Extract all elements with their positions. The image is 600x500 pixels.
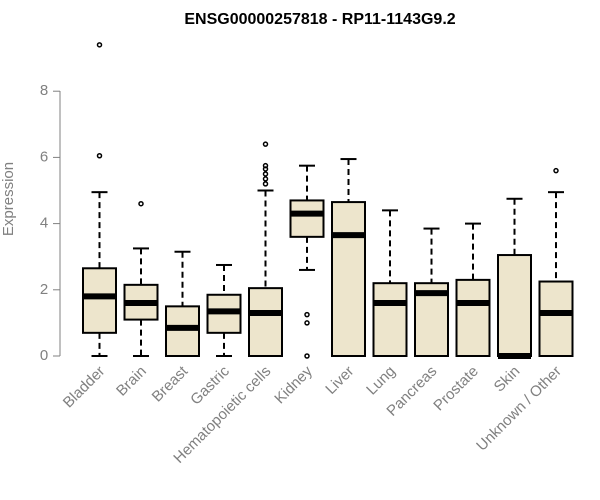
box-brain — [123, 200, 159, 357]
iqr-box — [538, 280, 574, 357]
outlier-point — [262, 181, 269, 187]
x-tick-label: Bladder — [60, 363, 109, 412]
x-tick-label: Breast — [149, 362, 192, 405]
y-axis: 0 2 4 6 8 — [40, 82, 60, 364]
x-tick-label: Skin — [491, 363, 524, 396]
outlier-point — [262, 171, 269, 177]
box-kidney — [289, 164, 325, 359]
y-tick-label: 0 — [40, 347, 48, 364]
y-tick-label: 4 — [40, 215, 48, 232]
y-tick-label: 2 — [40, 281, 48, 298]
y-tick-label: 6 — [40, 148, 48, 165]
iqr-box — [82, 267, 117, 334]
iqr-box — [289, 199, 325, 238]
y-axis-label: Expression — [0, 162, 17, 236]
box-skin — [497, 197, 532, 359]
box-hematopoietic-cells — [248, 141, 283, 357]
boxes-group — [82, 42, 574, 359]
iqr-box — [165, 305, 200, 358]
outlier-point — [262, 141, 269, 147]
box-unknown-other — [538, 167, 574, 357]
outlier-point — [304, 320, 310, 326]
iqr-box — [372, 282, 408, 357]
iqr-box — [331, 201, 366, 357]
outlier-point — [96, 42, 103, 48]
box-gastric — [206, 263, 242, 357]
box-bladder — [82, 42, 117, 357]
iqr-box — [248, 287, 283, 357]
box-liver — [331, 158, 366, 357]
outlier-point — [96, 152, 103, 159]
x-tick-label: Liver — [322, 363, 357, 398]
box-pancreas — [414, 227, 449, 357]
x-tick-label: Prostate — [430, 363, 482, 415]
outlier-point — [262, 162, 269, 169]
iqr-box — [497, 254, 532, 357]
box-lung — [372, 209, 408, 357]
outlier-point — [304, 311, 310, 318]
iqr-box — [455, 278, 491, 357]
x-tick-label: Kidney — [271, 362, 316, 407]
outlier-point — [262, 176, 269, 182]
box-prostate — [455, 222, 491, 357]
outlier-point — [304, 353, 310, 359]
outlier-point — [138, 200, 144, 207]
y-tick-label: 8 — [40, 82, 48, 99]
chart-title: ENSG00000257818 - RP11-1143G9.2 — [184, 11, 455, 28]
outlier-point — [553, 167, 559, 174]
box-breast — [165, 250, 200, 358]
x-tick-label: Brain — [113, 363, 150, 400]
x-tick-label: Lung — [363, 363, 399, 399]
